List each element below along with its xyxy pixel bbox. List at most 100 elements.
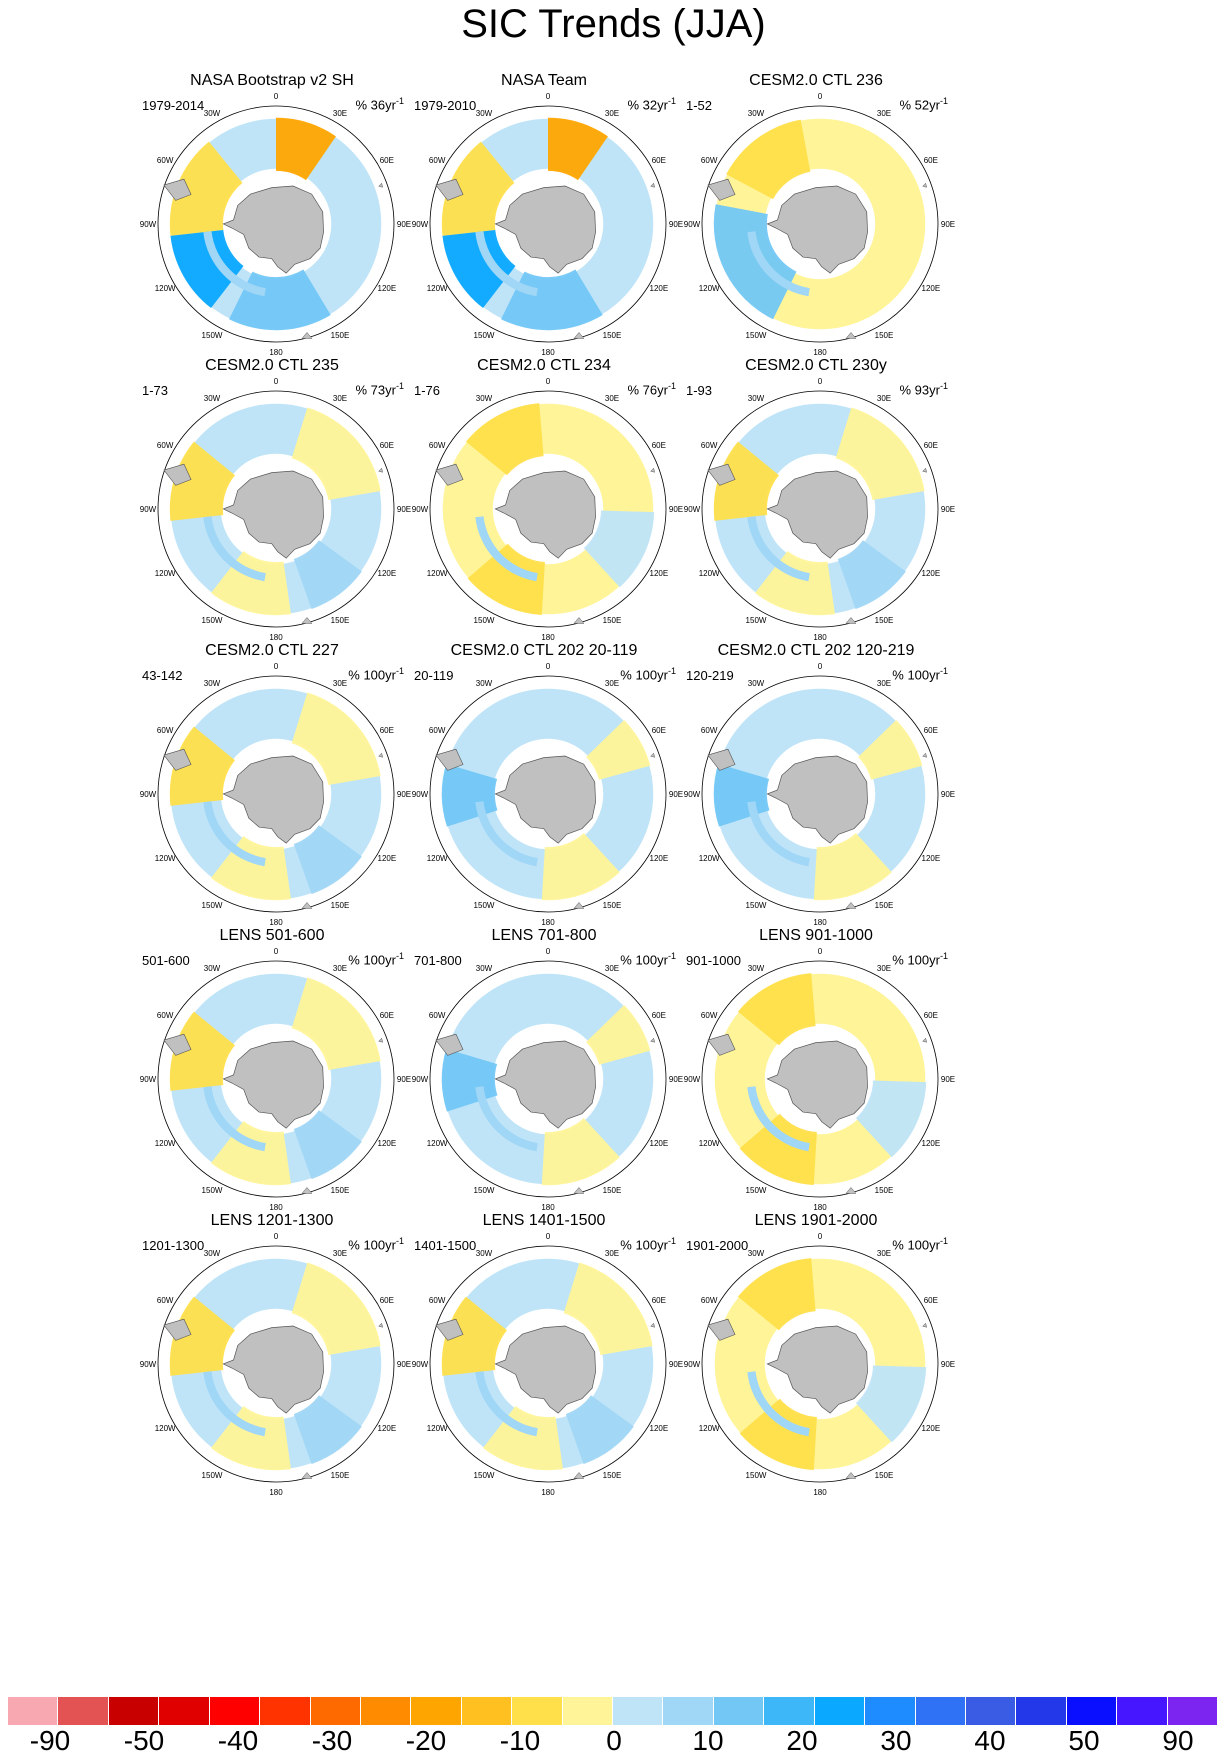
colorbar-segment <box>613 1697 664 1725</box>
island-landmass <box>573 902 585 909</box>
longitude-label: 90W <box>140 1360 157 1369</box>
polar-map: 0 30E 60E 90E 120E 150E 180 150W 120W 90W 60W 30W <box>684 377 955 642</box>
island-landmass <box>378 1322 384 1328</box>
longitude-label: 90E <box>669 220 683 229</box>
colorbar-segment <box>814 1697 866 1725</box>
colorbar-tick-label: 40 <box>974 1725 1006 1756</box>
map-panel: 0 30E 60E 90E 120E 150E 180 150W 120W 90W 60W 30W LE… <box>122 1212 422 1518</box>
longitude-label: 150W <box>474 901 495 910</box>
trend-patch <box>211 1121 291 1186</box>
trend-patch <box>211 551 291 616</box>
polar-map: 0 30E 60E 90E 120E 150E 180 150W 120W 90W 60W 30W <box>684 1232 955 1497</box>
longitude-label: 150E <box>331 616 350 625</box>
map-panel: 0 30E 60E 90E 120E 150E 180 150W 120W 90W 60W 30W CE… <box>394 357 694 663</box>
panel-title: LENS 1401-1500 <box>482 1212 606 1229</box>
trend-patch <box>747 801 810 867</box>
longitude-label: 180 <box>541 348 555 357</box>
longitude-label: 30W <box>476 679 493 688</box>
colorbar-tick-label: 90 <box>1162 1725 1194 1756</box>
longitude-label: 150E <box>875 1186 894 1195</box>
longitude-label: 120W <box>155 1139 176 1148</box>
panel-units: % 73yr-1 <box>355 381 404 398</box>
antarctica-landmass <box>766 1040 868 1129</box>
panel-period: 501-600 <box>142 953 190 968</box>
map-panel: 0 30E 60E 90E 120E 150E 180 150W 120W 90W 60W 30W CE… <box>122 357 422 663</box>
panel-period: 1901-2000 <box>686 1238 749 1253</box>
longitude-label: 60E <box>924 1296 938 1305</box>
longitude-label: 0 <box>546 1232 551 1241</box>
panel-title: LENS 701-800 <box>491 927 597 944</box>
longitude-label: 120W <box>427 284 448 293</box>
longitude-label: 60E <box>380 1011 394 1020</box>
colorbar <box>8 1697 1219 1725</box>
trend-patch <box>229 269 331 331</box>
longitude-label: 90W <box>140 220 157 229</box>
longitude-label: 90E <box>669 505 683 514</box>
longitude-label: 0 <box>274 947 279 956</box>
longitude-label: 60W <box>701 441 718 450</box>
colorbar-segment <box>411 1697 462 1725</box>
longitude-label: 90E <box>941 220 955 229</box>
longitude-label: 60E <box>380 441 394 450</box>
colorbar-segment <box>1167 1697 1219 1725</box>
trend-patch <box>726 119 811 200</box>
trend-patch <box>211 836 291 901</box>
longitude-label: 30E <box>605 679 619 688</box>
colorbar-segment <box>310 1697 361 1725</box>
longitude-label: 150W <box>746 901 767 910</box>
longitude-label: 30E <box>333 109 347 118</box>
panel-title: CESM2.0 CTL 202 20-119 <box>450 642 638 659</box>
panel-units: % 100yr-1 <box>892 951 948 968</box>
colorbar-labels: -90 -50 -40 -30 -20 -10 0 10 20 30 40 50 90 <box>8 1725 1218 1759</box>
panel-units: % 100yr-1 <box>892 666 948 683</box>
longitude-label: 30W <box>204 394 221 403</box>
colorbar-segment <box>915 1697 967 1725</box>
trend-patch <box>586 720 651 780</box>
longitude-label: 150E <box>331 901 350 910</box>
panel-period: 1201-1300 <box>142 1238 205 1253</box>
trend-patch <box>293 1395 362 1465</box>
panel-period: 1979-2014 <box>142 98 205 113</box>
trend-patch <box>483 1406 563 1471</box>
longitude-label: 30W <box>204 964 221 973</box>
panel-title: CESM2.0 CTL 236 <box>749 72 883 89</box>
longitude-label: 180 <box>269 1488 283 1497</box>
longitude-label: 120E <box>378 284 397 293</box>
longitude-label: 150E <box>875 331 894 340</box>
longitude-label: 60E <box>380 156 394 165</box>
panel-period: 120-219 <box>686 668 734 683</box>
longitude-label: 30E <box>605 964 619 973</box>
island-landmass <box>650 1322 656 1328</box>
trend-patch <box>203 801 266 867</box>
longitude-label: 0 <box>546 662 551 671</box>
antarctica-landmass <box>766 1325 868 1414</box>
longitude-label: 30E <box>333 394 347 403</box>
longitude-label: 30W <box>204 1249 221 1258</box>
longitude-label: 120W <box>699 1424 720 1433</box>
panel-units: % 32yr-1 <box>627 96 676 113</box>
trend-patch <box>855 1080 927 1158</box>
longitude-label: 90E <box>941 1360 955 1369</box>
colorbar-tick-label: -20 <box>405 1725 447 1756</box>
longitude-label: 120E <box>922 854 941 863</box>
trend-patch <box>837 540 906 610</box>
antarctica-landmass <box>766 470 868 559</box>
longitude-label: 60W <box>429 441 446 450</box>
polar-map: 0 30E 60E 90E 120E 150E 180 150W 120W 90W 60W 30W <box>140 662 411 927</box>
longitude-label: 180 <box>541 1203 555 1212</box>
longitude-label: 90W <box>412 790 429 799</box>
island-landmass <box>922 182 928 188</box>
sea-ice-field <box>442 403 654 615</box>
trend-patch <box>739 1113 817 1186</box>
longitude-label: 30E <box>605 1249 619 1258</box>
trend-patch <box>442 229 516 309</box>
colorbar-segment <box>512 1697 563 1725</box>
longitude-label: 150E <box>875 1471 894 1480</box>
island-landmass <box>573 1187 585 1194</box>
south-america-landmass <box>435 1318 464 1341</box>
panel-title: LENS 501-600 <box>219 927 325 944</box>
map-panel: 0 30E 60E 90E 120E 150E 180 150W 120W 90W 60W 30W NA… <box>122 72 422 378</box>
longitude-label: 60W <box>429 1011 446 1020</box>
longitude-label: 60W <box>157 1011 174 1020</box>
island-landmass <box>922 752 928 758</box>
